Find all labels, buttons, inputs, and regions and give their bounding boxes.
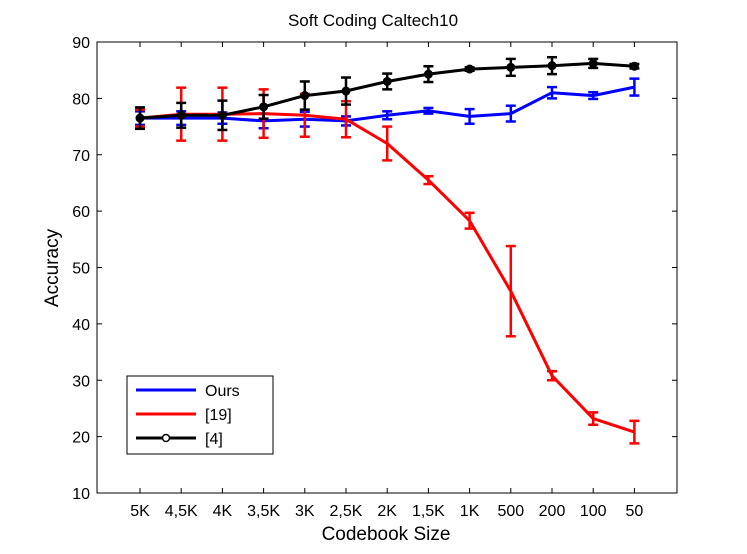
legend-label: Ours: [205, 383, 240, 400]
x-tick-label: 4K: [213, 503, 233, 520]
x-tick-label: 2,5K: [330, 503, 363, 520]
y-tick-label: 10: [72, 486, 90, 503]
y-tick-label: 90: [72, 35, 90, 52]
x-tick-label: 100: [580, 503, 607, 520]
series-layer: [135, 55, 640, 445]
data-point: [300, 91, 310, 101]
x-tick-label: 500: [497, 503, 524, 520]
legend: Ours [19] [4]: [126, 375, 274, 455]
data-point: [176, 110, 186, 120]
data-point: [423, 69, 433, 79]
data-point: [465, 64, 475, 74]
y-tick-label: 60: [72, 204, 90, 221]
y-axis-label: Accuracy: [42, 228, 63, 307]
y-tick-label: 70: [72, 148, 90, 165]
data-point: [629, 61, 639, 71]
x-tick-label: 3K: [295, 503, 315, 520]
legend-label: [4]: [205, 431, 223, 448]
data-point: [135, 113, 145, 123]
x-tick-label: 3,5K: [247, 503, 280, 520]
y-tick-label: 30: [72, 373, 90, 390]
y-tick-label: 50: [72, 261, 90, 278]
data-point: [547, 61, 557, 71]
chart-title: Soft Coding Caltech10: [288, 11, 458, 30]
legend-marker: [161, 433, 171, 443]
x-tick-label: 2K: [377, 503, 397, 520]
x-tick-label: 1,5K: [412, 503, 445, 520]
y-axis: 10 20 30 40 50 60 70 80 90: [72, 35, 677, 503]
x-tick-label: 5K: [130, 503, 150, 520]
x-tick-label: 1K: [460, 503, 480, 520]
data-point: [341, 86, 351, 96]
x-tick-label: 200: [539, 503, 566, 520]
y-tick-label: 40: [72, 317, 90, 334]
y-tick-label: 80: [72, 91, 90, 108]
data-point: [217, 110, 227, 120]
x-axis-label: Codebook Size: [322, 524, 451, 545]
data-point: [259, 102, 269, 112]
x-axis: 5K 4,5K 4K 3,5K 3K 2,5K 2K 1,5K 1K 500 200 100 50: [130, 42, 643, 520]
x-tick-label: 4,5K: [165, 503, 198, 520]
data-point: [588, 58, 598, 68]
legend-label: [19]: [205, 407, 232, 424]
data-point: [382, 76, 392, 86]
series-3: [135, 55, 640, 132]
y-tick-label: 20: [72, 430, 90, 447]
x-tick-label: 50: [626, 503, 644, 520]
data-point: [506, 62, 516, 72]
